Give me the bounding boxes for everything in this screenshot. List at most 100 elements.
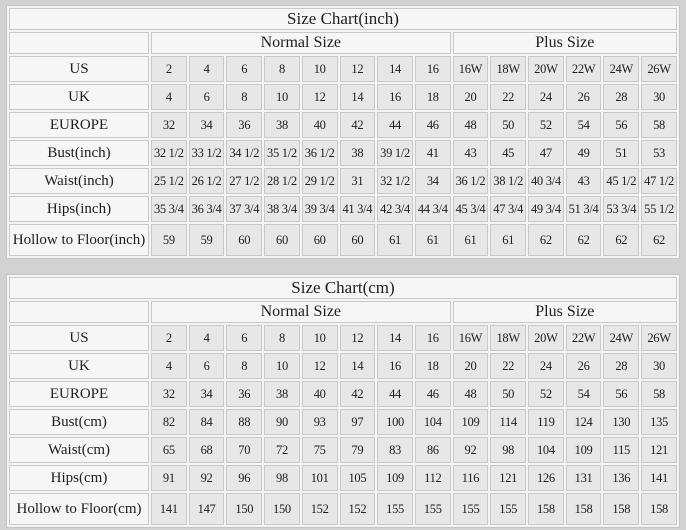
cell: 8 <box>264 56 300 82</box>
cell: 8 <box>226 84 263 110</box>
cell: 155 <box>377 493 413 525</box>
cell: 32 1/2 <box>377 168 413 194</box>
cell: 101 <box>301 465 338 491</box>
cell: 43 <box>565 168 602 194</box>
cell: 158 <box>641 493 677 525</box>
cell: 54 <box>565 381 602 407</box>
cell: 22 <box>490 84 527 110</box>
cell: 18W <box>490 325 527 351</box>
cell: 14 <box>339 353 376 379</box>
cell: 109 <box>377 465 413 491</box>
size-chart-inch-table: Size Chart(inch) Normal Size Plus Size US 2 4… <box>6 5 680 259</box>
cell: 43 <box>452 140 489 166</box>
cell: 62 <box>603 224 640 256</box>
cell: 131 <box>565 465 602 491</box>
row-label: Hollow to Floor(inch) <box>9 224 149 256</box>
table-title: Size Chart(cm) <box>9 277 677 299</box>
cell: 12 <box>339 325 376 351</box>
cell: 86 <box>414 437 451 463</box>
cell: 16 <box>377 84 413 110</box>
cell: 55 1/2 <box>641 196 677 222</box>
cell: 155 <box>414 493 451 525</box>
cell: 40 3/4 <box>528 168 564 194</box>
cell: 26W <box>641 56 677 82</box>
cell: 47 3/4 <box>490 196 527 222</box>
cell: 10 <box>264 353 300 379</box>
cell: 28 <box>603 353 640 379</box>
cell: 59 <box>188 224 225 256</box>
cell: 12 <box>301 84 338 110</box>
cell: 18W <box>490 56 527 82</box>
cell: 4 <box>151 353 187 379</box>
table-row: Waist(cm) 65 68 70 72 75 79 83 86 92 98 104 109 115 12… <box>9 437 677 463</box>
cell: 24W <box>603 325 640 351</box>
cell: 16 <box>414 325 451 351</box>
cell: 14 <box>339 84 376 110</box>
corner-cell <box>9 301 149 323</box>
cell: 33 1/2 <box>188 140 225 166</box>
table-row: Hips(cm) 91 92 96 98 101 105 109 112 116 121 126 131… <box>9 465 677 491</box>
row-label: UK <box>9 353 149 379</box>
cell: 121 <box>490 465 527 491</box>
cell: 31 <box>339 168 376 194</box>
row-label: Waist(cm) <box>9 437 149 463</box>
cell: 30 <box>641 84 677 110</box>
cell: 22W <box>565 56 602 82</box>
table-row: Bust(cm) 82 84 88 90 93 97 100 104 109 114 119 124 13… <box>9 409 677 435</box>
cell: 12 <box>339 56 376 82</box>
cell: 29 1/2 <box>301 168 338 194</box>
cell: 51 3/4 <box>565 196 602 222</box>
row-label: UK <box>9 84 149 110</box>
cell: 97 <box>339 409 376 435</box>
group-header-plus-size: Plus Size <box>452 32 677 54</box>
cell: 54 <box>565 112 602 138</box>
group-header-row: Normal Size Plus Size <box>9 301 677 323</box>
row-label: Hollow to Floor(cm) <box>9 493 149 525</box>
cell: 92 <box>188 465 225 491</box>
cell: 22W <box>565 325 602 351</box>
cell: 100 <box>377 409 413 435</box>
cell: 16W <box>452 56 489 82</box>
table-row: US 2 4 6 8 10 12 14 16 16W 18W 20W 22W 24W 26W <box>9 56 677 82</box>
cell: 60 <box>339 224 376 256</box>
cell: 135 <box>641 409 677 435</box>
cell: 39 3/4 <box>301 196 338 222</box>
cell: 24 <box>528 353 564 379</box>
cell: 47 <box>528 140 564 166</box>
cell: 36 1/2 <box>301 140 338 166</box>
cell: 52 <box>528 381 564 407</box>
cell: 20W <box>528 56 564 82</box>
cell: 70 <box>226 437 263 463</box>
cell: 10 <box>264 84 300 110</box>
cell: 40 <box>301 112 338 138</box>
cell: 6 <box>188 84 225 110</box>
cell: 30 <box>641 353 677 379</box>
cell: 50 <box>490 381 527 407</box>
cell: 158 <box>565 493 602 525</box>
cell: 4 <box>188 56 225 82</box>
cell: 22 <box>490 353 527 379</box>
cell: 116 <box>452 465 489 491</box>
cell: 6 <box>188 353 225 379</box>
cell: 46 <box>414 381 451 407</box>
table-row: Bust(inch) 32 1/2 33 1/2 34 1/2 35 1/2 36 1/2… <box>9 140 677 166</box>
cell: 126 <box>528 465 564 491</box>
cell: 16 <box>377 353 413 379</box>
cell: 36 <box>226 381 263 407</box>
cell: 46 <box>414 112 451 138</box>
cell: 26 1/2 <box>188 168 225 194</box>
cell: 119 <box>528 409 564 435</box>
cell: 26 <box>565 353 602 379</box>
cell: 44 <box>377 381 413 407</box>
row-label: EUROPE <box>9 112 149 138</box>
cell: 152 <box>339 493 376 525</box>
cell: 155 <box>452 493 489 525</box>
cell: 58 <box>641 112 677 138</box>
row-label: Bust(inch) <box>9 140 149 166</box>
cell: 42 3/4 <box>377 196 413 222</box>
cell: 56 <box>603 112 640 138</box>
cell: 48 <box>452 381 489 407</box>
table-row: US 2 4 6 8 10 12 14 16 16W 18W 20W 22W 24W 26W <box>9 325 677 351</box>
cell: 109 <box>452 409 489 435</box>
cell: 114 <box>490 409 527 435</box>
